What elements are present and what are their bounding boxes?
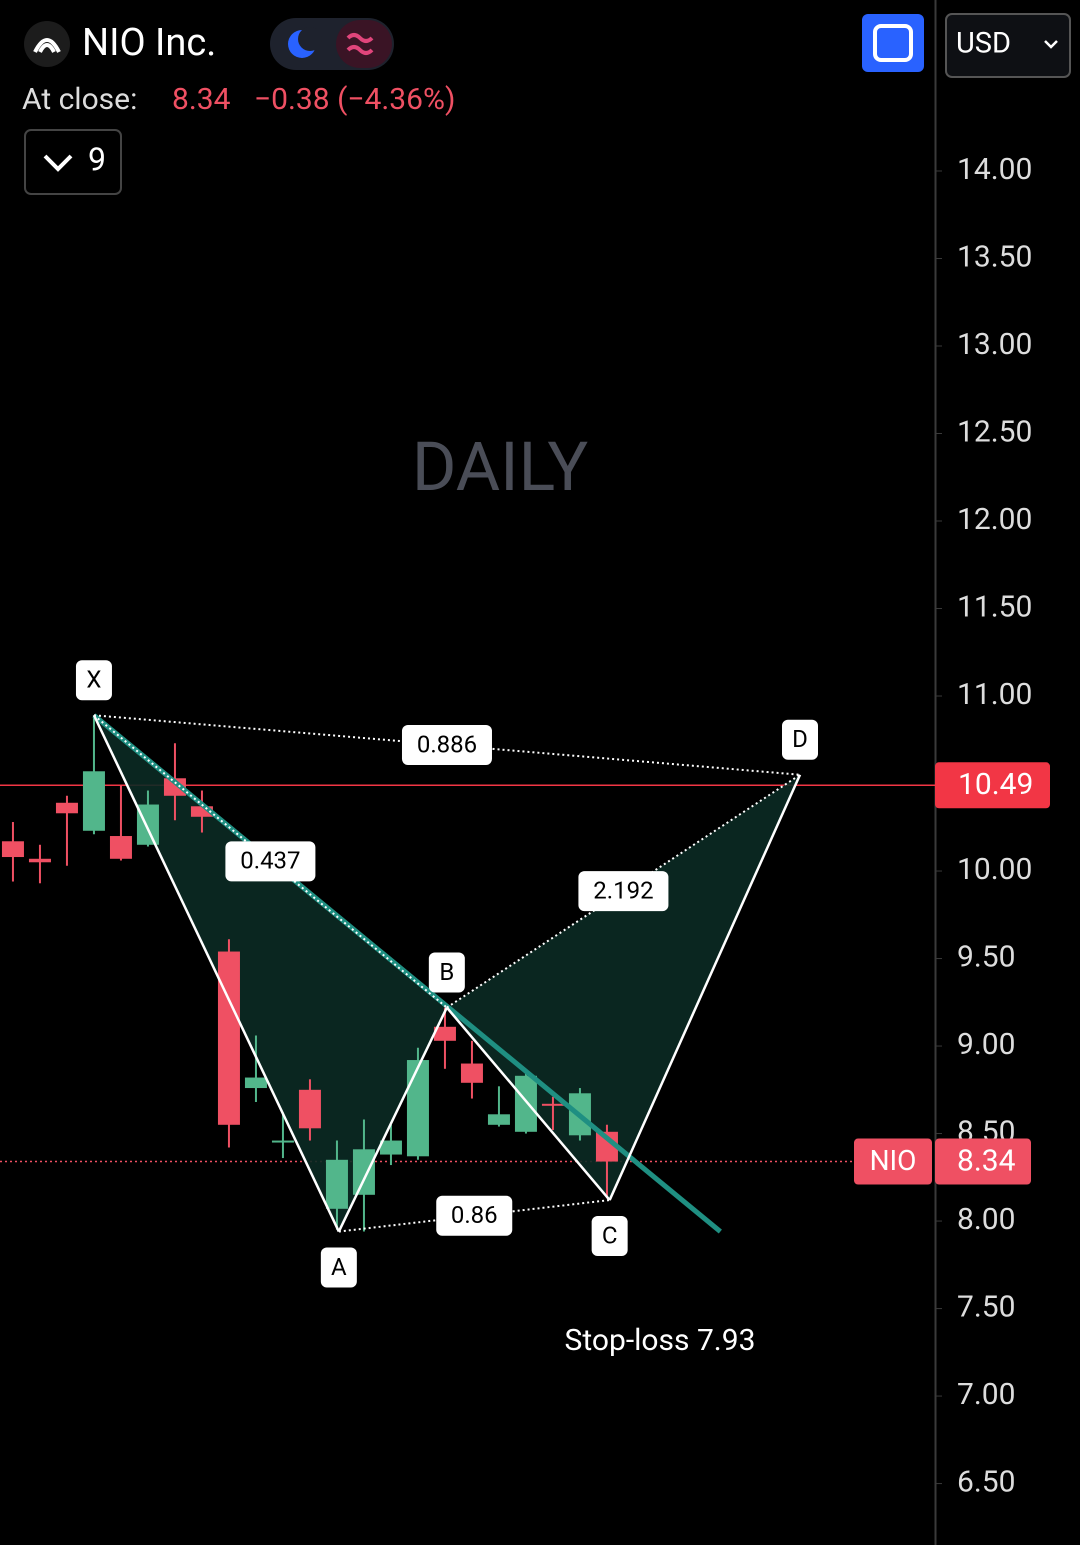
candle-body [217, 951, 240, 1125]
candle-body [190, 806, 213, 817]
point-label: B [439, 958, 454, 986]
price-line-label-box [935, 762, 1050, 809]
y-tick-label: 6.50 [957, 1464, 1016, 1499]
candle-body [352, 1149, 375, 1195]
candle-body [433, 1026, 456, 1041]
ratio-box [436, 1195, 513, 1236]
candle-body [82, 771, 105, 831]
point-label-box [591, 1216, 628, 1257]
ratio-label: 0.437 [240, 847, 300, 875]
symbol-label-box [854, 1138, 932, 1185]
symbol-title: NIO Inc. [82, 21, 216, 65]
pattern-leg [92, 714, 340, 1233]
currency: USD [956, 27, 1011, 61]
point-label: D [792, 725, 808, 753]
point-label-box [428, 952, 465, 993]
candle-body [406, 1060, 429, 1157]
candle-body [244, 1077, 267, 1089]
point-label: C [602, 1221, 618, 1249]
point-label-box [320, 1247, 357, 1288]
y-tick-label: 8.00 [957, 1202, 1016, 1237]
y-tick-label: 12.50 [957, 414, 1032, 449]
point-label-box [75, 660, 112, 701]
point-label: A [331, 1253, 347, 1281]
ratio-line [93, 714, 448, 1009]
candle-body [298, 1089, 321, 1129]
price-line-label: 10.49 [958, 767, 1033, 802]
point-label: X [86, 666, 101, 694]
y-tick-label: 11.00 [957, 677, 1032, 712]
indicator-toggle[interactable] [24, 129, 122, 195]
last-price-label-box [935, 1138, 1031, 1185]
y-tick-label: 13.00 [957, 327, 1032, 362]
candle-body [28, 858, 51, 863]
y-tick-label: 13.50 [957, 239, 1032, 274]
watermark: DAILY [412, 427, 588, 507]
fullscreen-button[interactable] [862, 14, 924, 72]
candle-body [271, 1140, 294, 1143]
y-tick-label: 11.50 [957, 589, 1032, 624]
y-tick-label: 12.00 [957, 502, 1032, 537]
ratio-label: 2.192 [593, 877, 653, 905]
pattern-leg [337, 1006, 448, 1233]
y-tick-label: 9.50 [957, 939, 1016, 974]
candle-body [136, 804, 159, 845]
y-tick-label: 10.00 [957, 852, 1032, 887]
y-tick-label: 7.50 [957, 1289, 1016, 1324]
y-tick-label: 14.00 [957, 152, 1032, 187]
candle-body [55, 802, 78, 814]
ratio-box [225, 841, 316, 882]
ratio-line [93, 714, 801, 776]
last-price-label: 8.34 [957, 1143, 1016, 1178]
toggle-active [336, 20, 392, 68]
candle-body [514, 1075, 537, 1132]
candle-body [379, 1140, 402, 1155]
dropdown-icon [1044, 40, 1058, 49]
y-tick-label: 9.00 [957, 1027, 1016, 1062]
pattern-fill [93, 715, 447, 1232]
annotation: Stop-loss 7.93 [565, 1323, 756, 1358]
candle-body [325, 1159, 348, 1209]
change: −0.38 (−4.36%) [254, 82, 455, 117]
point-label-box [782, 719, 819, 760]
candle-body [163, 778, 186, 796]
ratio-box [578, 871, 669, 912]
pattern-leg [445, 1006, 611, 1201]
ratio-box [401, 725, 492, 766]
candle-body [109, 836, 132, 859]
y-tick-label: 7.00 [957, 1377, 1016, 1412]
ratio-label: 0.86 [451, 1201, 498, 1229]
ratio-label: 0.886 [417, 730, 477, 758]
candle-body [460, 1063, 483, 1083]
close-price: 8.34 [172, 82, 231, 117]
wave-icon [346, 33, 374, 55]
moon-cutout [298, 27, 322, 51]
candle-body [595, 1131, 618, 1162]
pattern-leg [608, 774, 802, 1201]
at-close-label: At close: [22, 82, 137, 117]
candle-body [1, 841, 24, 858]
logo-mark [33, 38, 61, 53]
chevron-icon [43, 154, 73, 172]
candle-body [487, 1114, 510, 1125]
currency-dropdown[interactable] [945, 13, 1071, 78]
symbol-label: NIO [870, 1144, 917, 1177]
candle-body [541, 1103, 564, 1106]
indicator-count: 9 [88, 140, 106, 178]
fullscreen-icon [873, 24, 913, 62]
